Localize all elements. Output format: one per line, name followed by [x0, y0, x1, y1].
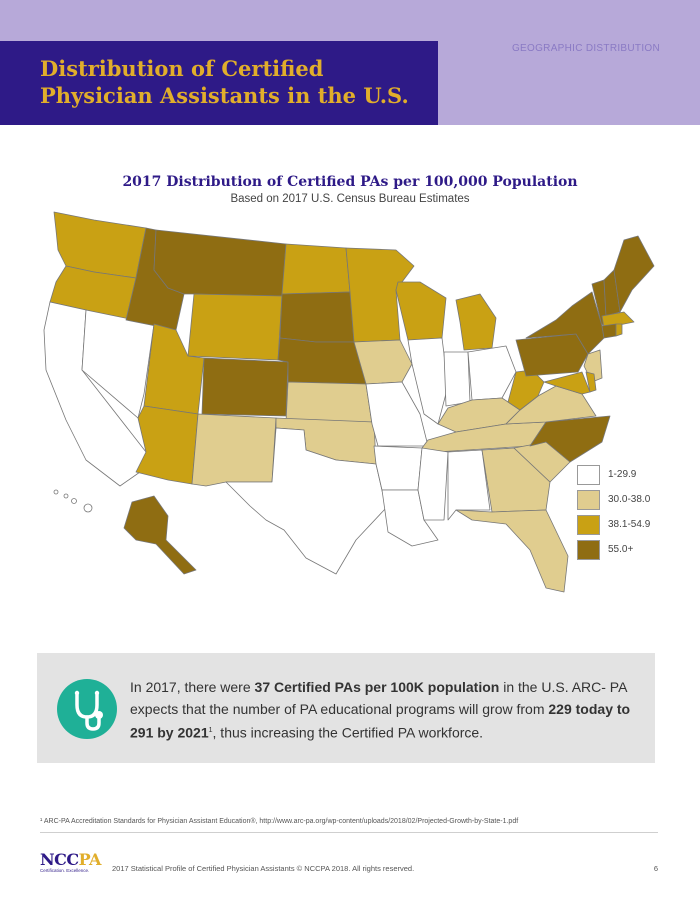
logo-tagline: Certification. Excellence.: [40, 868, 90, 873]
state-PA: [515, 333, 589, 377]
state-DE: [585, 371, 597, 393]
state-AL: [447, 449, 491, 521]
us-map: [43, 211, 655, 593]
state-ND: [281, 243, 351, 295]
nccpa-logo: NCCPA: [40, 850, 101, 869]
state-OH: [467, 345, 517, 401]
state-MI: [455, 293, 497, 351]
state-MN: [345, 247, 415, 343]
legend-row-3: 38.1-54.9: [577, 512, 650, 537]
state-TX: [225, 427, 387, 575]
state-AK: [123, 495, 197, 575]
state-IA: [353, 339, 413, 385]
state-SD: [279, 291, 355, 343]
footnote-marker: 1: [208, 727, 213, 734]
info-highlight-2: 229 today to 291 by 2021: [130, 701, 631, 741]
map-legend: 1-29.9 30.0-38.0 38.1-54.9 55.0+: [577, 462, 650, 562]
state-GA: [481, 447, 551, 513]
state-RI: [615, 323, 623, 337]
legend-row-1: 1-29.9: [577, 462, 650, 487]
state-HI-island: [53, 489, 59, 495]
state-MT: [153, 229, 287, 297]
legend-label-3: 38.1-54.9: [608, 519, 651, 530]
state-CT: [601, 323, 617, 339]
info-box: In 2017, there were 37 Certified PAs per…: [37, 653, 655, 763]
state-ME: [613, 235, 655, 313]
state-WY: [187, 293, 283, 361]
state-NE: [277, 337, 367, 385]
legend-swatch-3: [577, 514, 600, 535]
page-title: Distribution of Certified Physician Assi…: [40, 56, 409, 108]
state-MD: [543, 371, 591, 395]
legend-swatch-1: [577, 464, 600, 485]
map-subtitle: Based on 2017 U.S. Census Bureau Estimat…: [230, 193, 470, 205]
stethoscope-icon: [57, 679, 117, 739]
section-label: GEOGRAPHIC DISTRIBUTION: [511, 43, 660, 54]
state-MA: [601, 311, 635, 329]
state-CO: [201, 357, 289, 417]
state-HI-island: [71, 498, 77, 504]
legend-label-2: 30.0-38.0: [608, 494, 651, 505]
info-text-part-3: , thus increasing the Certified PA workf…: [212, 724, 484, 741]
state-AR: [373, 445, 423, 491]
state-MS: [417, 447, 449, 521]
legend-swatch-2: [577, 489, 600, 510]
state-HI-island: [83, 503, 93, 513]
state-AZ: [135, 405, 199, 485]
state-FL: [455, 509, 569, 593]
info-text-part-1: In 2017, there were: [130, 679, 255, 695]
legend-swatch-4: [577, 539, 600, 560]
legend-row-2: 30.0-38.0: [577, 487, 650, 512]
footnote: ¹ ARC-PA Accreditation Standards for Phy…: [40, 818, 519, 825]
state-KS: [285, 381, 373, 425]
legend-label-1: 1-29.9: [608, 469, 637, 480]
state-IN: [443, 351, 471, 407]
legend-row-4: 55.0+: [577, 537, 650, 562]
title-box: Distribution of Certified Physician Assi…: [0, 41, 438, 125]
footer-text: 2017 Statistical Profile of Certified Ph…: [112, 864, 415, 873]
page-number: 6: [653, 864, 658, 873]
state-HI-island: [63, 493, 69, 499]
info-highlight-1: 37 Certified PAs per 100K population: [254, 679, 500, 695]
legend-label-4: 55.0+: [608, 544, 634, 555]
info-text: In 2017, there were 37 Certified PAs per…: [130, 676, 645, 744]
info-text-part-2: in the U.S. ARC- PA expects that the num…: [130, 679, 627, 717]
state-WI: [395, 281, 447, 341]
logo-part-a: NCC: [40, 850, 79, 869]
state-NM: [191, 413, 277, 487]
footer-divider: [40, 832, 658, 833]
logo-part-b: PA: [78, 850, 102, 869]
map-title: 2017 Distribution of Certified PAs per 1…: [122, 174, 578, 190]
